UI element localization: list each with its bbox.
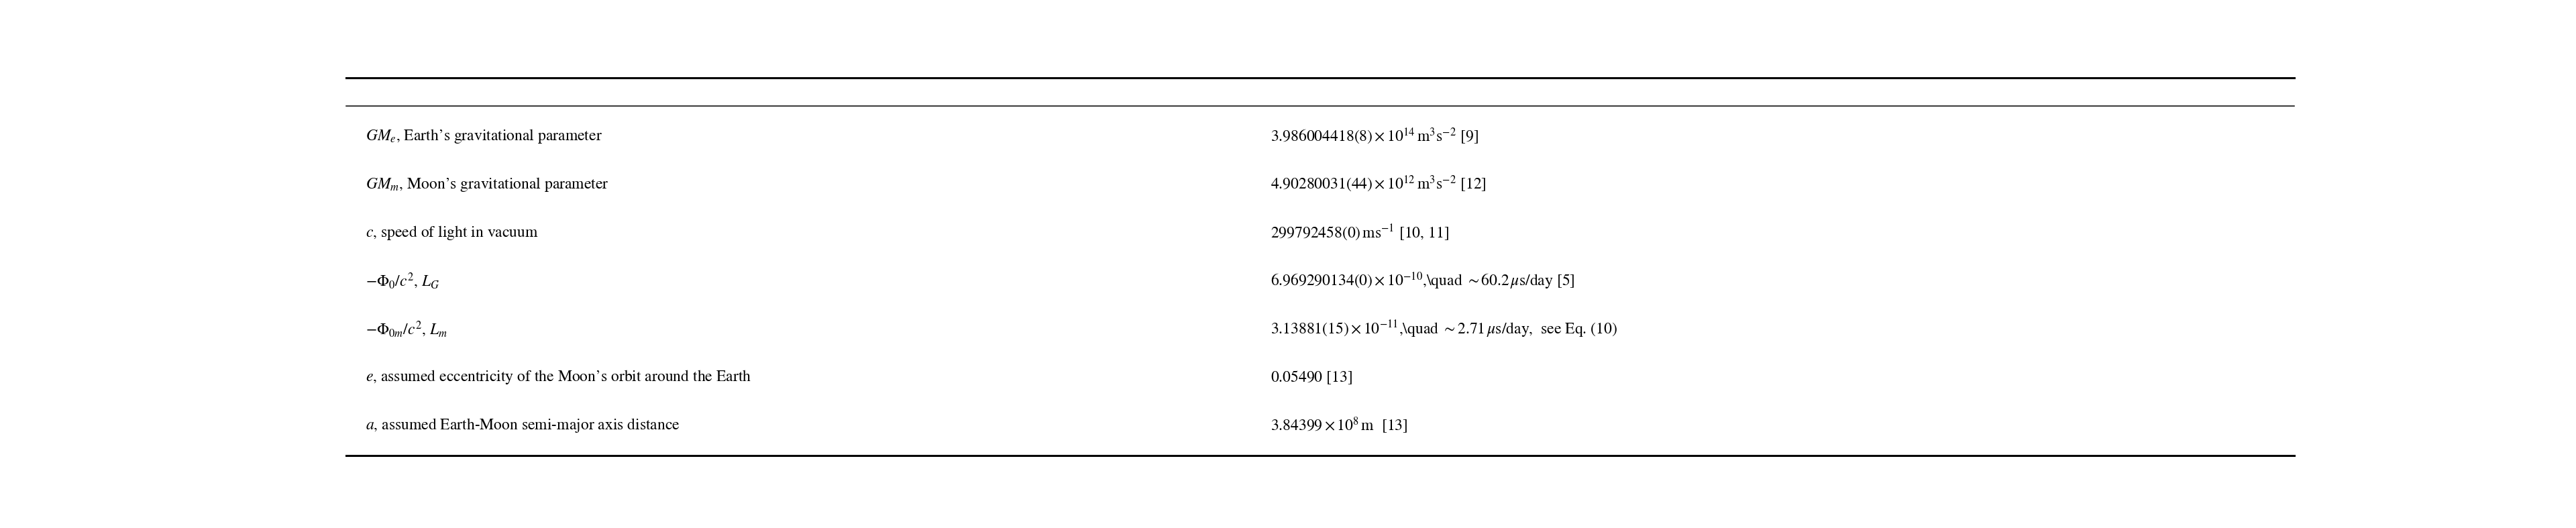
Text: $-\Phi_0/c^2$, $L_G$: $-\Phi_0/c^2$, $L_G$ <box>366 271 440 290</box>
Text: $GM_e$, Earth’s gravitational parameter: $GM_e$, Earth’s gravitational parameter <box>366 128 603 145</box>
Text: $e$, assumed eccentricity of the Moon’s orbit around the Earth: $e$, assumed eccentricity of the Moon’s … <box>366 369 752 386</box>
Text: $4.90280031(44) \times 10^{12}\,\mathrm{m}^3\mathrm{s}^{-2}$ [12]: $4.90280031(44) \times 10^{12}\,\mathrm{… <box>1270 175 1486 194</box>
Text: $299792458(0)\,\mathrm{ms}^{-1}$ [10, 11]: $299792458(0)\,\mathrm{ms}^{-1}$ [10, 11… <box>1270 223 1448 242</box>
Text: $3.13881(15) \times 10^{-11}$,\quad $\sim 2.71\,\mu\mathrm{s/day}$,  see Eq. (10: $3.13881(15) \times 10^{-11}$,\quad $\si… <box>1270 319 1618 340</box>
Text: $0.05490$ [13]: $0.05490$ [13] <box>1270 369 1352 385</box>
Text: $-\Phi_{0m}/c^2$, $L_m$: $-\Phi_{0m}/c^2$, $L_m$ <box>366 319 448 338</box>
Text: $3.84399 \times 10^{8}\,\mathrm{m}$  [13]: $3.84399 \times 10^{8}\,\mathrm{m}$ [13] <box>1270 416 1406 435</box>
Text: $GM_m$, Moon’s gravitational parameter: $GM_m$, Moon’s gravitational parameter <box>366 176 611 193</box>
Text: $c$, speed of light in vacuum: $c$, speed of light in vacuum <box>366 224 538 241</box>
Text: $a$, assumed Earth-Moon semi-major axis distance: $a$, assumed Earth-Moon semi-major axis … <box>366 417 680 434</box>
Text: $3.986004418(8) \times 10^{14}\,\mathrm{m}^3\mathrm{s}^{-2}$ [9]: $3.986004418(8) \times 10^{14}\,\mathrm{… <box>1270 127 1479 146</box>
Text: $6.969290134(0) \times 10^{-10}$,\quad $\sim 60.2\,\mu\mathrm{s/day}$ [5]: $6.969290134(0) \times 10^{-10}$,\quad $… <box>1270 271 1574 291</box>
